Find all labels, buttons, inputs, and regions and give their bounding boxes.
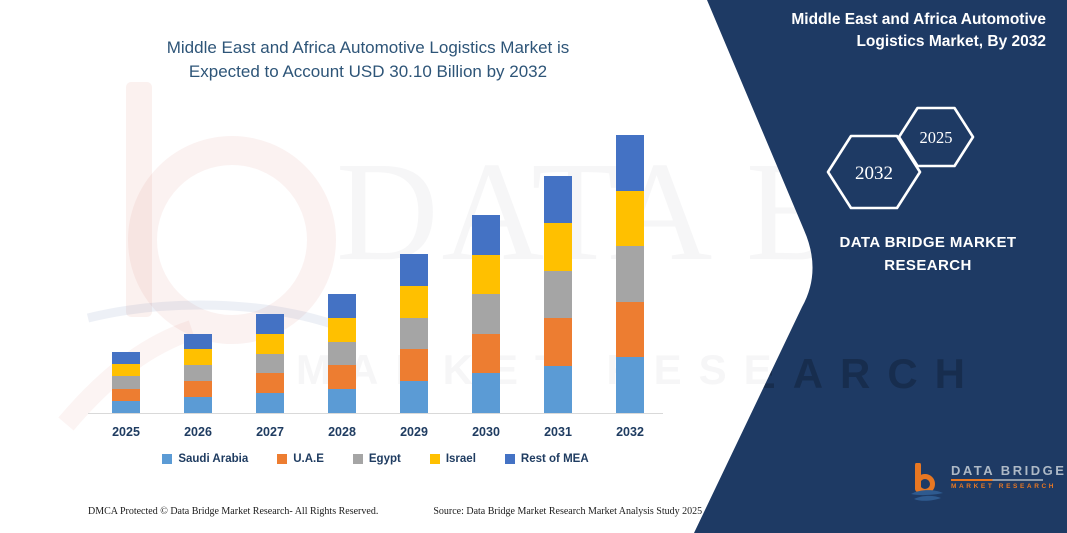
legend-label: Israel: [445, 453, 476, 465]
bar-segment-saudi-arabia-2031: [544, 365, 572, 413]
footer: DMCA Protected © Data Bridge Market Rese…: [88, 506, 708, 517]
x-axis-label-2026: 2026: [184, 425, 212, 439]
x-axis-label-2025: 2025: [112, 425, 140, 439]
chart-title-line2: Expected to Account USD 30.10 Billion by…: [188, 62, 548, 81]
legend-swatch: [504, 454, 515, 464]
company-logo-text: DATA BRIDGE MARKET RESEARCH: [951, 463, 1066, 490]
bar-segment-saudi-arabia-2030: [472, 373, 500, 413]
hexagon-2025: [897, 106, 975, 168]
hexagon-2025-label: 2025: [920, 128, 953, 147]
logo-subtitle: MARKET RESEARCH: [951, 483, 1057, 490]
legend-item-saudi-arabia: Saudi Arabia: [162, 453, 248, 465]
footer-copyright: DMCA Protected © Data Bridge Market Rese…: [88, 506, 379, 517]
bar-segment-u-a-e-2030: [472, 333, 500, 374]
company-logo-icon: [911, 463, 943, 501]
legend-item-u-a-e: U.A.E: [277, 453, 324, 465]
brand-name-line2: RESEARCH: [884, 257, 972, 274]
panel-title: Middle East and Africa Automotive Logist…: [726, 9, 1046, 53]
x-axis-label-2028: 2028: [328, 425, 356, 439]
x-axis-line: [88, 413, 663, 414]
bar-segment-israel-2025: [112, 364, 140, 377]
x-axis-label-2031: 2031: [544, 425, 572, 439]
footer-source: Source: Data Bridge Market Research Mark…: [433, 506, 703, 517]
legend-swatch: [162, 454, 173, 464]
bar-segment-egypt-2031: [544, 270, 572, 319]
bar-segment-rest-of-mea-2025: [112, 352, 140, 365]
bar-segment-rest-of-mea-2032: [616, 135, 644, 191]
bar-segment-egypt-2027: [256, 353, 284, 374]
legend-swatch: [429, 454, 440, 464]
bar-segment-saudi-arabia-2028: [328, 389, 356, 413]
legend-label: Saudi Arabia: [178, 453, 249, 465]
bar-segment-israel-2029: [400, 285, 428, 318]
bar-segment-u-a-e-2029: [400, 349, 428, 382]
bar-segment-saudi-arabia-2032: [616, 357, 644, 413]
bar-segment-rest-of-mea-2031: [544, 175, 572, 224]
legend-label: Rest of MEA: [520, 453, 589, 465]
chart-title: Middle East and Africa Automotive Logist…: [88, 36, 648, 84]
x-axis-label-2030: 2030: [472, 425, 500, 439]
x-axis-label-2027: 2027: [256, 425, 284, 439]
bar-segment-egypt-2026: [184, 365, 212, 382]
bar-segment-israel-2031: [544, 223, 572, 271]
bar-segment-saudi-arabia-2025: [112, 400, 140, 413]
bar-segment-egypt-2025: [112, 376, 140, 389]
bar-segment-rest-of-mea-2026: [184, 333, 212, 350]
bar-segment-israel-2028: [328, 317, 356, 342]
hexagon-2032: [826, 134, 922, 210]
brand-name: DATA BRIDGE MARKET RESEARCH: [830, 231, 1026, 277]
bar-segment-israel-2027: [256, 333, 284, 354]
bar-segment-u-a-e-2028: [328, 365, 356, 390]
x-axis-label-2032: 2032: [616, 425, 644, 439]
bar-segment-egypt-2032: [616, 246, 644, 302]
bar-segment-egypt-2030: [472, 294, 500, 334]
logo-divider: [951, 479, 1043, 481]
chart-title-line1: Middle East and Africa Automotive Logist…: [166, 38, 570, 57]
bar-segment-rest-of-mea-2030: [472, 215, 500, 255]
side-panel-background: [694, 0, 1067, 533]
brand-name-line1: DATA BRIDGE MARKET: [839, 234, 1017, 251]
bar-segment-rest-of-mea-2028: [328, 293, 356, 318]
bar-segment-u-a-e-2027: [256, 373, 284, 394]
panel-title-line1: Middle East and Africa Automotive: [791, 11, 1046, 28]
hexagon-2032-label: 2032: [855, 163, 893, 184]
bar-segment-u-a-e-2025: [112, 388, 140, 401]
bar-segment-egypt-2029: [400, 317, 428, 350]
legend-label: U.A.E: [293, 453, 324, 465]
logo-title: DATA BRIDGE: [951, 463, 1067, 478]
panel-title-line2: Logistics Market, By 2032: [856, 33, 1046, 50]
legend-swatch: [352, 454, 363, 464]
bar-segment-u-a-e-2026: [184, 381, 212, 398]
legend-item-rest-of-mea: Rest of MEA: [504, 453, 589, 465]
legend-swatch: [277, 454, 288, 464]
bar-segment-egypt-2028: [328, 341, 356, 366]
chart-legend: Saudi Arabia U.A.E Egypt Israel Rest of MEA: [88, 453, 663, 465]
legend-item-egypt: Egypt: [352, 453, 401, 465]
bar-segment-saudi-arabia-2027: [256, 393, 284, 413]
bar-segment-u-a-e-2032: [616, 301, 644, 358]
bar-segment-israel-2026: [184, 349, 212, 366]
bar-segment-israel-2032: [616, 190, 644, 247]
company-logo: DATA BRIDGE MARKET RESEARCH: [910, 463, 1066, 503]
bar-segment-rest-of-mea-2027: [256, 314, 284, 334]
x-axis-label-2029: 2029: [400, 425, 428, 439]
bar-segment-u-a-e-2031: [544, 318, 572, 366]
legend-label: Egypt: [368, 453, 401, 465]
bar-segment-saudi-arabia-2029: [400, 381, 428, 413]
legend-item-israel: Israel: [429, 453, 476, 465]
bar-segment-saudi-arabia-2026: [184, 397, 212, 413]
bar-segment-rest-of-mea-2029: [400, 254, 428, 286]
bar-segment-israel-2030: [472, 254, 500, 295]
